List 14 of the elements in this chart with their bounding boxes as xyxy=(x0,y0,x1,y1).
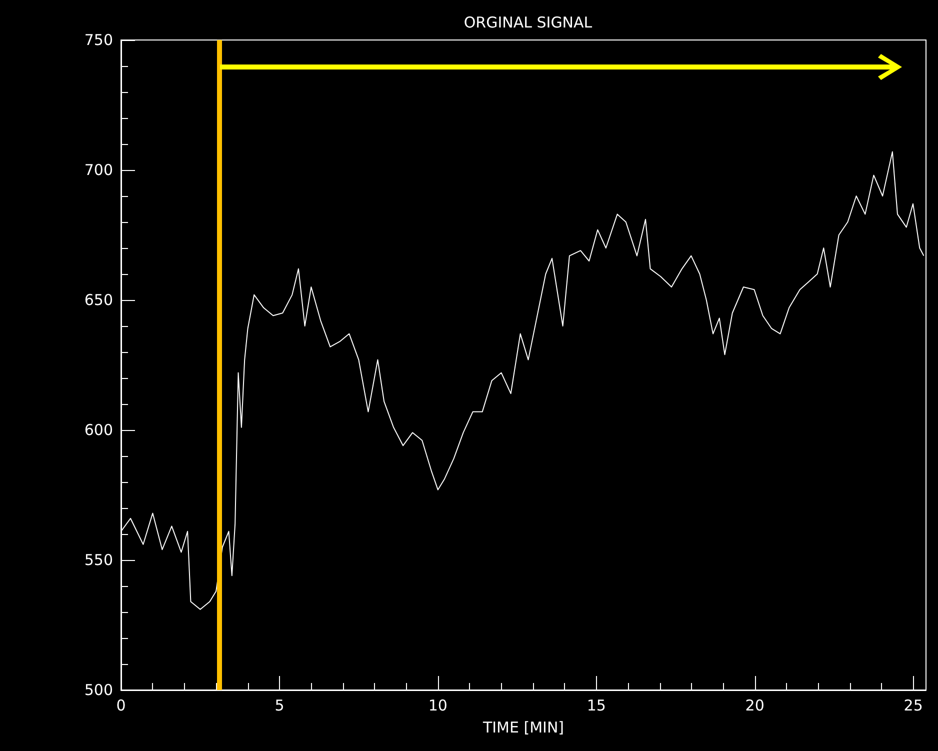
y-tick-label: 650 xyxy=(84,291,113,309)
x-tick-label: 5 xyxy=(274,696,284,714)
x-tick-label: 20 xyxy=(745,696,764,714)
x-axis-title: TIME [MIN] xyxy=(482,718,564,736)
x-tick-label: 10 xyxy=(428,696,448,714)
y-tick-label: 500 xyxy=(84,681,113,699)
chart-title: ORGINAL SIGNAL xyxy=(464,14,593,32)
x-tick-label: 15 xyxy=(586,696,606,714)
x-tick-label: 0 xyxy=(116,696,126,714)
x-tick-label: 25 xyxy=(904,696,923,714)
y-tick-label: 600 xyxy=(84,421,113,439)
y-tick-label: 750 xyxy=(84,31,113,49)
y-tick-label: 550 xyxy=(84,551,113,569)
y-tick-label: 700 xyxy=(84,161,113,179)
